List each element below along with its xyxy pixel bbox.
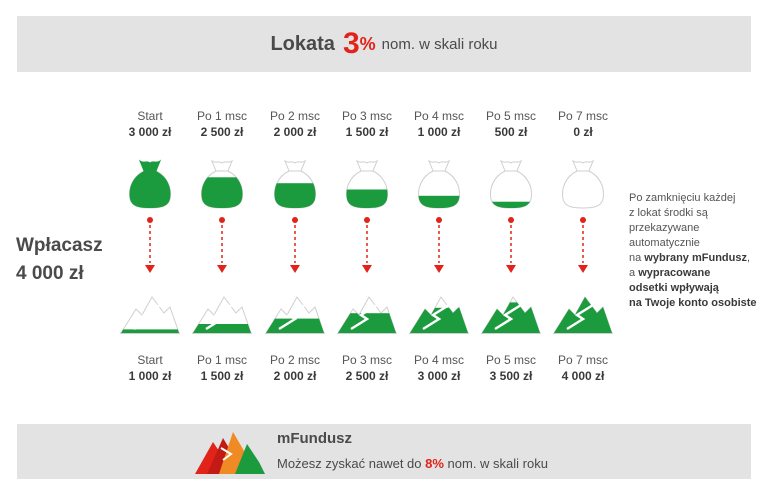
mountain-icon [192,296,252,334]
side-note: Po zamknięciu każdej z lokat środki są p… [629,191,768,311]
period-label: Po 4 msc [413,353,464,367]
transfer-arrow-icon [217,217,227,273]
period-label: Po 5 msc [485,353,536,367]
left-label-line2: 4 000 zł [16,263,84,284]
side-note-line: przekazywane [629,222,700,234]
side-note-line: automatycznie [629,237,700,249]
deposit-title: Lokata [270,32,335,55]
side-note-line: odsetki wpływają [629,282,719,294]
mfundusz-logo-icon [195,432,265,474]
mountain-icon [553,296,613,334]
money-bag-icon [562,159,604,209]
deposit-rate-suffix: nom. w skali roku [381,35,498,53]
period-label: Po 2 msc [269,353,320,367]
deposit-label: Start 3 000 zł [105,108,195,140]
fund-label: Po 1 msc 1 500 zł [177,352,267,384]
amount-label: 0 zł [573,125,593,139]
side-note-line: a wypracowane [629,267,711,279]
fund-label: Po 3 msc 2 500 zł [322,352,412,384]
deposit-label: Po 3 msc 1 500 zł [322,108,412,140]
amount-label: 1 500 zł [200,369,244,383]
money-bag-icon [490,159,532,209]
transfer-arrow-icon [434,217,444,273]
period-label: Po 5 msc [485,109,536,123]
deposit-label: Po 7 msc 0 zł [538,108,628,140]
mountain-icon [337,296,397,334]
period-label: Po 2 msc [269,109,320,123]
amount-label: 1 500 zł [345,125,389,139]
deposit-amount-label: Wpłacasz 4 000 zł [16,232,103,288]
amount-label: 3 000 zł [128,125,172,139]
amount-label: 1 000 zł [417,125,461,139]
amount-label: 2 000 zł [273,125,317,139]
period-label: Po 7 msc [557,109,608,123]
period-label: Po 1 msc [196,353,247,367]
amount-label: 2 000 zł [273,369,317,383]
period-label: Po 7 msc [557,353,608,367]
footer-title: mFundusz [277,430,352,447]
amount-label: 3 000 zł [417,369,461,383]
mountain-icon [409,296,469,334]
period-label: Po 3 msc [341,353,392,367]
money-bag-icon [201,159,243,209]
amount-label: 2 500 zł [345,369,389,383]
amount-label: 4 000 zł [561,369,605,383]
period-label: Po 1 msc [196,109,247,123]
amount-label: 500 zł [494,125,528,139]
side-note-line: Po zamknięciu każdej [629,192,736,204]
transfer-arrow-icon [578,217,588,273]
money-bag-icon [346,159,388,209]
period-label: Start [137,353,163,367]
period-label: Po 3 msc [341,109,392,123]
money-bag-icon [274,159,316,209]
transfer-arrow-icon [506,217,516,273]
bottom-banner [17,424,751,479]
amount-label: 1 000 zł [128,369,172,383]
transfer-arrow-icon [362,217,372,273]
left-label-line1: Wpłacasz [16,235,103,256]
amount-label: 3 500 zł [489,369,533,383]
period-label: Start [137,109,163,123]
deposit-rate-number: 3 [342,27,360,60]
fund-label: Po 4 msc 3 000 zł [394,352,484,384]
fund-label: Start 1 000 zł [105,352,195,384]
transfer-arrow-icon [145,217,155,273]
deposit-label: Po 4 msc 1 000 zł [394,108,484,140]
period-label: Po 4 msc [413,109,464,123]
fund-label: Po 2 msc 2 000 zł [250,352,340,384]
side-note-line: na Twoje konto osobiste [629,297,757,309]
deposit-label: Po 1 msc 2 500 zł [177,108,267,140]
side-note-line: na wybrany mFundusz, [629,252,751,264]
fund-label: Po 5 msc 3 500 zł [466,352,556,384]
mountain-icon [481,296,541,334]
fund-label: Po 7 msc 4 000 zł [538,352,628,384]
footer-subtitle: Możesz zyskać nawet do 8% nom. w skali r… [277,456,548,471]
top-banner: Lokata 3 % nom. w skali roku [17,16,751,72]
deposit-label: Po 2 msc 2 000 zł [250,108,340,140]
side-note-line: z lokat środki są [629,207,708,219]
amount-label: 2 500 zł [200,125,244,139]
mountain-icon [120,296,180,334]
deposit-rate-percent: % [359,33,376,54]
deposit-label: Po 5 msc 500 zł [466,108,556,140]
money-bag-icon [418,159,460,209]
transfer-arrow-icon [290,217,300,273]
mountain-icon [265,296,325,334]
money-bag-icon [129,159,171,209]
